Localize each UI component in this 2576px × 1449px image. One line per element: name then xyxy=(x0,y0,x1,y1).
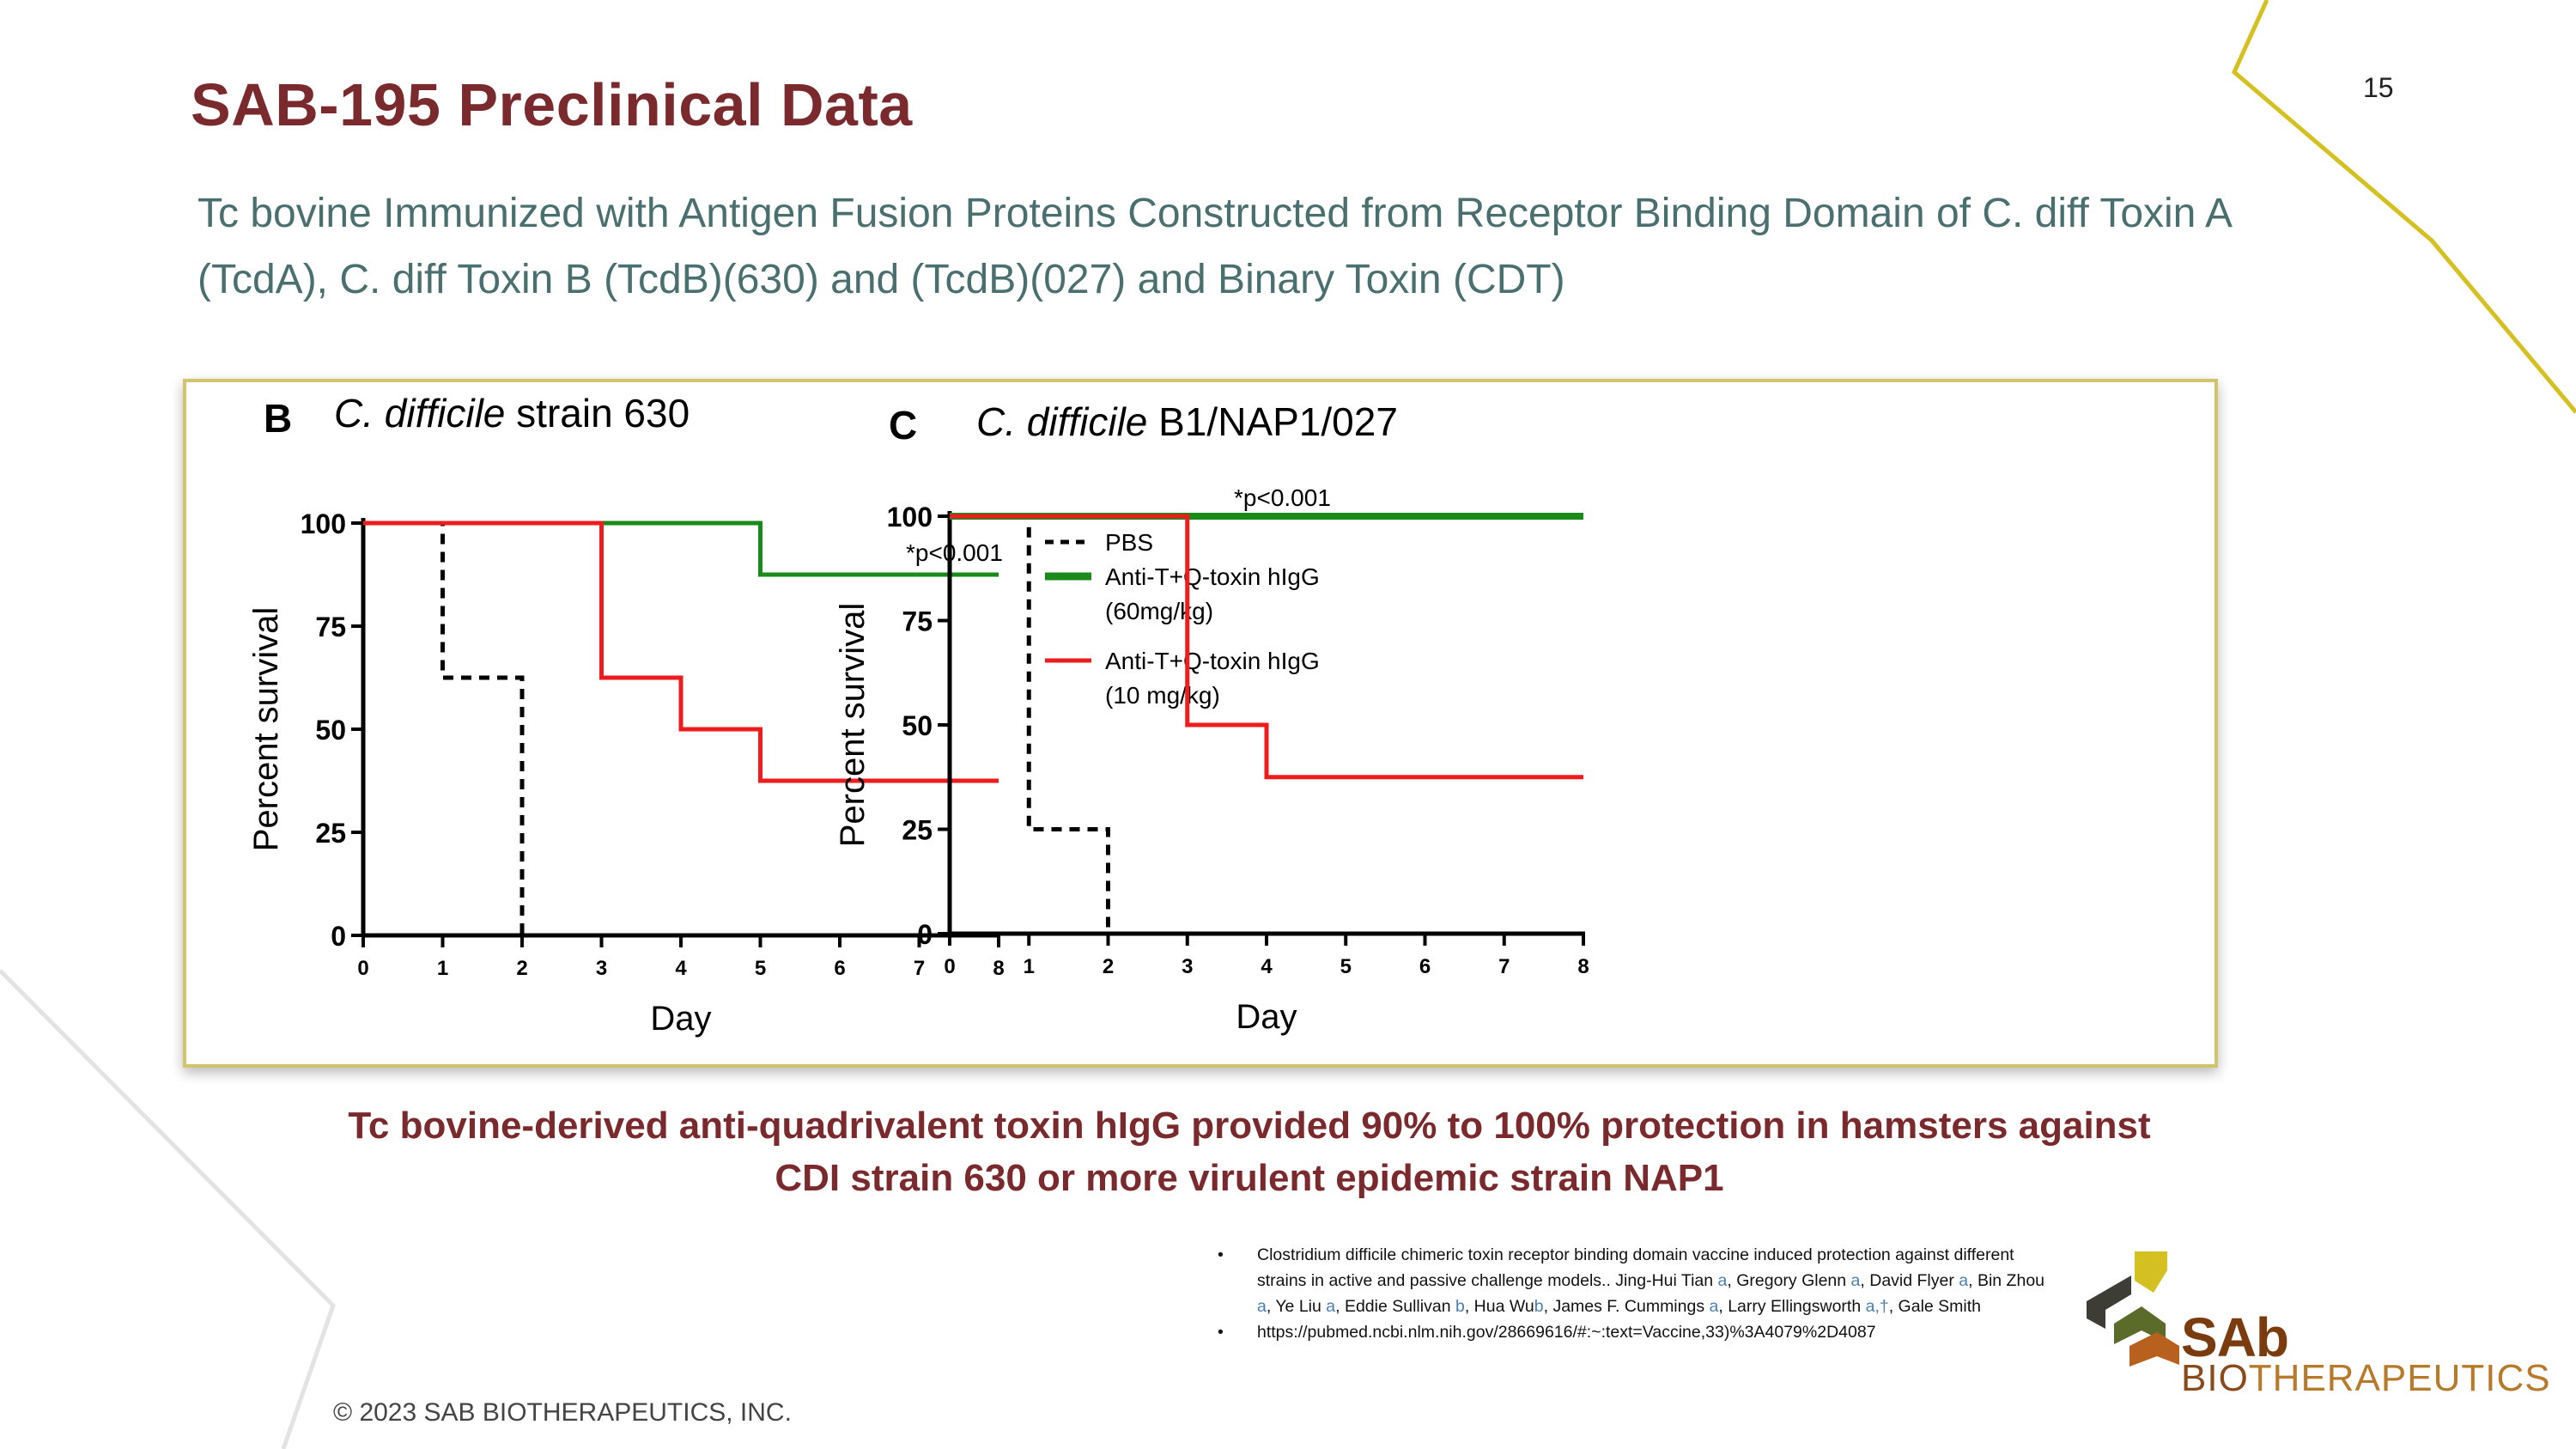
y-tick-label: 50 xyxy=(315,715,346,746)
y-tick-label: 0 xyxy=(917,919,933,950)
panel-title: C. difficile strain 630 xyxy=(334,391,690,435)
x-tick-label: 7 xyxy=(1498,955,1510,978)
legend-label: PBS xyxy=(1105,529,1153,556)
affiliation-a[interactable]: a xyxy=(1257,1297,1267,1316)
panel-letter: C xyxy=(889,403,917,447)
ref-text-8: , James F. Cummings xyxy=(1543,1297,1710,1316)
page-number: 15 xyxy=(2363,72,2394,103)
accent-line-yellow xyxy=(2231,0,2576,414)
y-tick-label: 75 xyxy=(315,612,346,642)
x-tick-label: 4 xyxy=(675,957,687,980)
survival-line xyxy=(950,514,1583,780)
ref-text-5: , Ye Liu xyxy=(1266,1297,1327,1316)
company-logo xyxy=(2087,1251,2179,1367)
key-finding-caption: Tc bovine-derived anti-quadrivalent toxi… xyxy=(292,1099,2207,1204)
reference-url[interactable]: https://pubmed.ncbi.nlm.nih.gov/28669616… xyxy=(1218,1319,2059,1345)
legend-label-sub: (60mg/kg) xyxy=(1105,598,1213,624)
ref-text-1: Clostridium difficile chimeric toxin rec… xyxy=(1257,1245,2014,1290)
x-tick-label: 3 xyxy=(596,957,607,980)
x-tick-label: 5 xyxy=(755,957,766,980)
x-tick-label: 7 xyxy=(914,957,925,980)
survival-line xyxy=(950,514,1110,934)
affiliation-a-dagger[interactable]: a,† xyxy=(1865,1297,1889,1316)
x-tick-label: 1 xyxy=(1024,955,1035,978)
affiliation-a[interactable]: a xyxy=(1850,1271,1861,1290)
ref-text-9: , Larry Ellingsworth xyxy=(1718,1297,1866,1316)
panel-title: C. difficile B1/NAP1/027 xyxy=(976,399,1398,444)
survival-line xyxy=(363,521,525,935)
x-tick-label: 6 xyxy=(834,957,845,980)
caption-line-2: CDI strain 630 or more virulent epidemic… xyxy=(775,1157,1724,1199)
x-tick-label: 8 xyxy=(993,957,1004,980)
significance-annotation: *p<0.001 xyxy=(906,539,1003,566)
logo-wordmark: SAb xyxy=(2181,1306,2289,1368)
survival-line xyxy=(363,521,999,783)
y-tick-label: 75 xyxy=(902,606,933,637)
affiliation-a[interactable]: a xyxy=(1709,1297,1719,1316)
ref-text-4: , Bin Zhou xyxy=(1968,1271,2045,1290)
x-tick-label: 1 xyxy=(437,957,448,980)
survival-figure: B C. difficile strain 630 0 25 50 75 100 0 1 2 3 4 5… xyxy=(183,379,2218,1068)
legend-label-sub: (10 mg/kg) xyxy=(1105,682,1220,709)
ref-text-7: , Hua Wu xyxy=(1464,1297,1534,1316)
ref-text-3: , David Flyer xyxy=(1860,1271,1959,1290)
logo-mark-orange xyxy=(2129,1332,2179,1367)
x-tick-label: 2 xyxy=(516,957,527,980)
ref-text-10: , Gale Smith xyxy=(1888,1297,1982,1316)
page-title: SAB-195 Preclinical Data xyxy=(191,71,913,138)
x-tick-label: 4 xyxy=(1261,955,1273,978)
y-tick-label: 25 xyxy=(902,815,933,846)
x-tick-label: 0 xyxy=(357,957,368,980)
x-tick-label: 6 xyxy=(1419,955,1431,978)
x-tick-label: 2 xyxy=(1103,955,1114,978)
logo-subtitle-part-1: BIO xyxy=(2181,1357,2249,1399)
y-tick-label: 50 xyxy=(902,710,933,741)
x-tick-label: 8 xyxy=(1577,955,1589,978)
logo-mark-dark xyxy=(2087,1275,2131,1329)
x-axis-label: Day xyxy=(1236,998,1297,1036)
x-tick-label: 0 xyxy=(944,955,955,978)
affiliation-b[interactable]: b xyxy=(1455,1297,1465,1316)
accent-line-grey xyxy=(0,969,336,1449)
logo-mark-yellow xyxy=(2135,1251,2167,1293)
affiliation-b[interactable]: b xyxy=(1534,1297,1544,1316)
affiliation-a[interactable]: a xyxy=(1717,1271,1728,1290)
x-tick-label: 3 xyxy=(1182,955,1193,978)
affiliation-a[interactable]: a xyxy=(1959,1271,1969,1290)
y-tick-label: 100 xyxy=(301,508,346,539)
caption-line-1: Tc bovine-derived anti-quadrivalent toxi… xyxy=(348,1105,2151,1147)
logo-subtitle-part-2: THERAPEUTICS xyxy=(2248,1357,2551,1399)
y-axis-label: Percent survival xyxy=(247,607,285,852)
y-tick-label: 25 xyxy=(315,818,346,849)
logo-subtitle: BIOTHERAPEUTICS xyxy=(2181,1357,2551,1400)
copyright-notice: © 2023 SAB BIOTHERAPEUTICS, INC. xyxy=(333,1398,792,1427)
panel-letter: B xyxy=(264,396,292,441)
affiliation-a[interactable]: a xyxy=(1326,1297,1336,1316)
legend-label: Anti-T+Q-toxin hIgG xyxy=(1105,563,1320,590)
reference-list: Clostridium difficile chimeric toxin rec… xyxy=(1218,1242,2059,1345)
reference-citation: Clostridium difficile chimeric toxin rec… xyxy=(1218,1242,2059,1319)
significance-annotation: *p<0.001 xyxy=(1234,484,1331,511)
page-subtitle: Tc bovine Immunized with Antigen Fusion … xyxy=(197,191,2231,302)
ref-text-6: , Eddie Sullivan xyxy=(1335,1297,1455,1316)
legend-label: Anti-T+Q-toxin hIgG xyxy=(1105,648,1320,674)
ref-text-2: , Gregory Glenn xyxy=(1727,1271,1851,1290)
y-tick-label: 0 xyxy=(331,921,346,952)
x-tick-label: 5 xyxy=(1340,955,1352,978)
y-tick-label: 100 xyxy=(887,502,933,533)
y-axis-label: Percent survival xyxy=(834,603,872,848)
x-axis-label: Day xyxy=(650,1000,711,1038)
